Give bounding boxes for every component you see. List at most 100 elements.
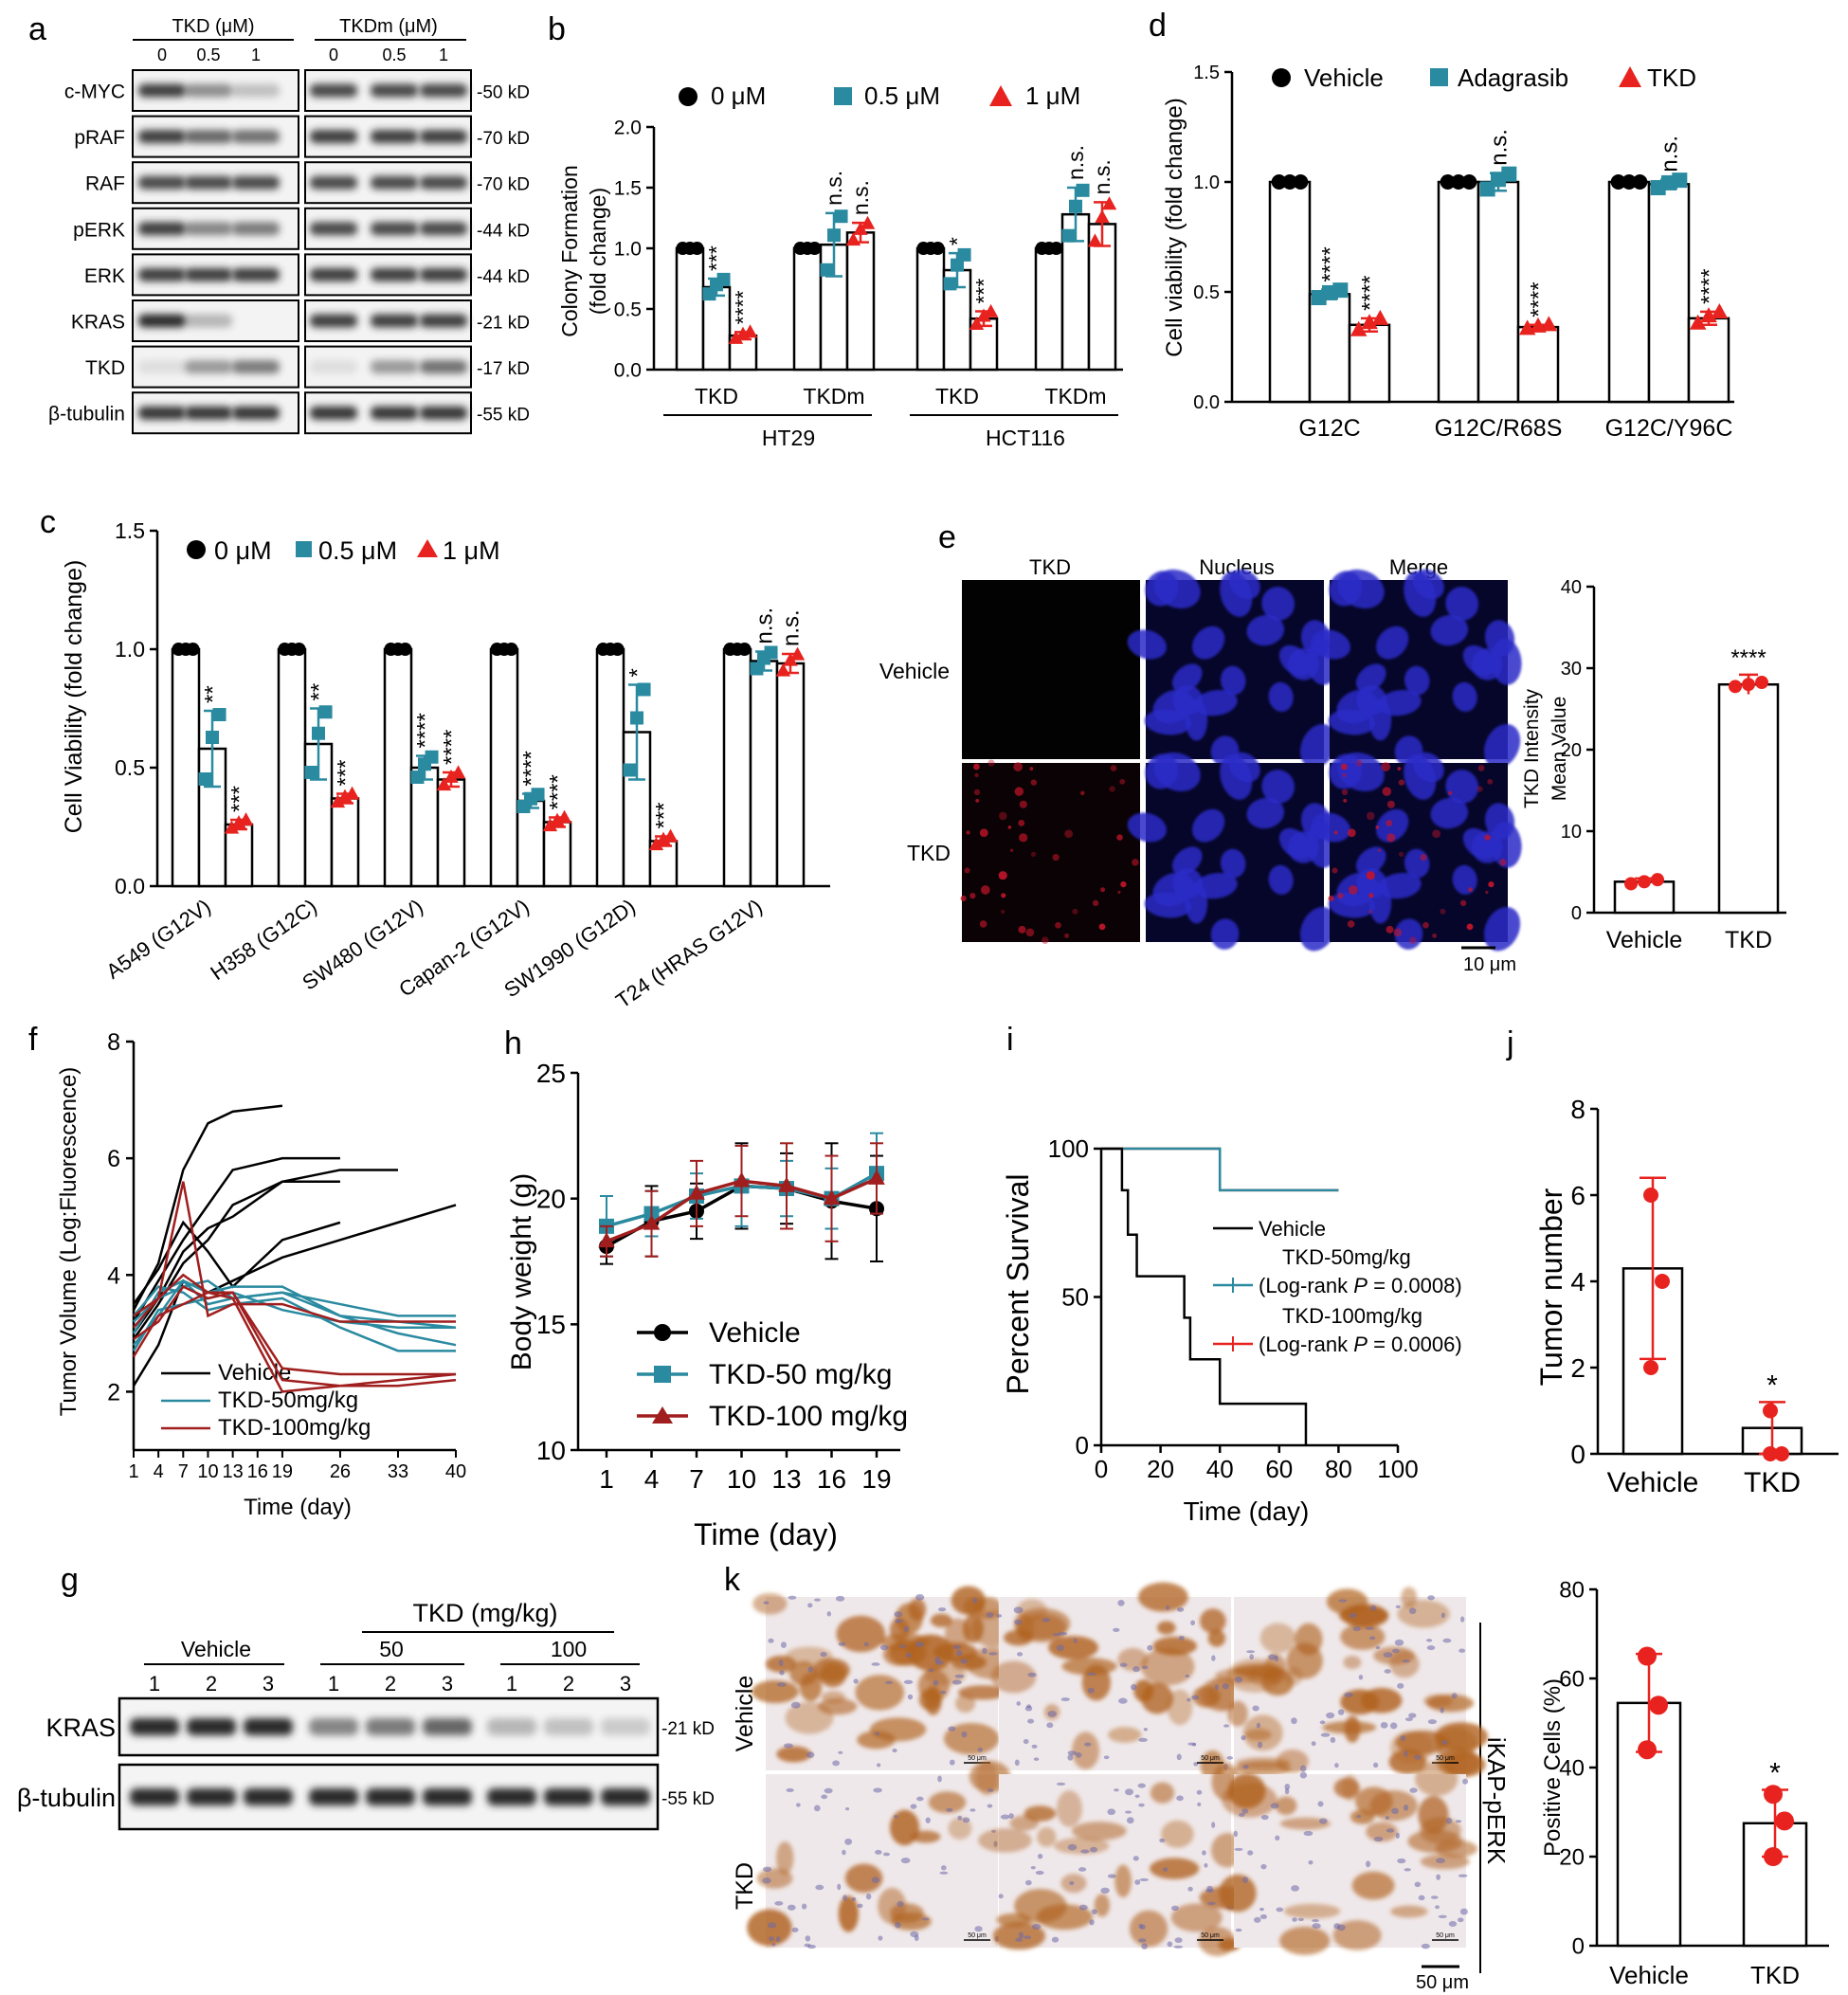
panel-label-f: f (28, 1022, 38, 1058)
chart-f-line-tkd100 (133, 1181, 456, 1329)
chart-b-point (943, 277, 957, 291)
chart-k-point (1638, 1740, 1657, 1760)
chart-c-bar (171, 647, 201, 888)
chart-b-point (983, 303, 999, 317)
chart-h-point (778, 1176, 795, 1192)
blot-a-band (420, 130, 467, 144)
chart-c-tick: 0.0 (115, 874, 145, 898)
chart-b-group-label: TKDm (1044, 384, 1106, 408)
chart-b-sig: n.s. (1063, 145, 1088, 180)
legend-h-vehicle: Vehicle (709, 1317, 801, 1349)
e-image-tile (1311, 569, 1522, 769)
chart-b-point (976, 308, 991, 322)
panel-a-western-blot: TKD (μM) TKDm (μM) 0 0.5 1 0 0.5 1 c-MYC… (48, 16, 530, 435)
chart-b-sig: *** (971, 279, 996, 304)
panel-f-tumor-volume: Tumor Volume (Log:Fluorescence) Time (da… (56, 1029, 466, 1520)
chart-f-xtick: 13 (222, 1461, 243, 1482)
chart-h-point (868, 1169, 885, 1185)
chart-f-line-tkd100 (132, 1291, 457, 1393)
legend-b-1: 1 μM (1025, 82, 1080, 110)
blot-a-band (310, 360, 357, 374)
panel-label-d: d (1149, 8, 1167, 44)
e-image-tile (1127, 752, 1338, 952)
panel-e-microscopy: TKD Nucleus Merge Vehicle TKD 10 μm TKD … (879, 555, 1786, 975)
chart-k-point (1764, 1847, 1783, 1866)
chart-d-point (1461, 174, 1477, 190)
ylabel-e-1: TKD Intensity (1521, 688, 1543, 808)
chart-d-point (1711, 302, 1729, 318)
blot-a-band (420, 222, 467, 236)
chart-b-bar (675, 246, 705, 372)
blot-a-band (138, 360, 186, 374)
chart-f-line-vehicle (132, 1204, 457, 1387)
xlabel-h: Time (day) (694, 1517, 838, 1551)
chart-b-point (742, 324, 758, 338)
chart-c-bar (722, 647, 752, 888)
chart-h-xtick: 4 (644, 1464, 660, 1494)
chart-c-point (775, 662, 791, 677)
chart-b-tick: 2.0 (614, 117, 642, 138)
xlabel-i: Time (day) (1184, 1496, 1310, 1526)
blot-g-lane: 3 (442, 1672, 453, 1696)
chart-i-tick: 100 (1048, 1134, 1089, 1163)
chart-b-point (969, 316, 985, 330)
chart-k-point (1764, 1785, 1783, 1805)
blot-a-kd: -50 kD (477, 83, 530, 103)
legend-i-tkd50-b1: (Log-rank (1259, 1274, 1353, 1297)
chart-f-xtick: 26 (330, 1461, 351, 1482)
chart-b-line-ht29: HT29 (762, 426, 815, 450)
blot-a-dose-0-m: 0 (329, 45, 338, 64)
legend-d-adagrasib: Adagrasib (1458, 63, 1568, 92)
chart-b-point (1095, 209, 1110, 224)
panel-label-e: e (938, 519, 956, 555)
blot-a-dose-1-m: 1 (439, 45, 448, 64)
chart-j-tick: 0 (1570, 1440, 1585, 1469)
blot-g-band (366, 1788, 415, 1805)
blot-a-row-label: β-tubulin (48, 404, 125, 426)
k-side-label: iKAP-pERK (1482, 1737, 1511, 1865)
chart-c-point (318, 705, 333, 719)
blot-a-kd: -55 kD (477, 406, 530, 426)
blot-g-lane: 2 (385, 1672, 396, 1696)
blot-a-band (371, 175, 418, 190)
chart-e-point (1624, 877, 1638, 891)
chart-b-point (1101, 196, 1117, 210)
blot-a-band (310, 314, 357, 328)
chart-b-bar (915, 246, 946, 372)
chart-i-xtick: 60 (1265, 1455, 1293, 1483)
chart-j-tick: 8 (1570, 1095, 1585, 1124)
legend-d-tkd: TKD (1647, 63, 1696, 92)
ylabel-h: Body weight (g) (506, 1173, 537, 1370)
panel-j-tumor-number: Tumor number 0 2 4 6 8 Vehicle * TKD (1534, 1095, 1839, 1498)
e-image-tile (1311, 752, 1522, 952)
chart-h-xtick: 1 (599, 1464, 614, 1494)
chart-h-xtick: 7 (689, 1464, 704, 1494)
chart-b-tick: 0.0 (614, 359, 642, 381)
blot-a-kd: -44 kD (477, 221, 530, 241)
chart-i-vehicle (1101, 1147, 1308, 1445)
blot-a-dose-05-m: 0.5 (382, 45, 406, 64)
k-ihc-tile: 50 μm (978, 1763, 1255, 1956)
panel-c-viability-chart: 0 μM 0.5 μM 1 μM Cell Viability (fold ch… (61, 518, 830, 1013)
k-tile-scale: 50 μm (968, 1755, 987, 1762)
chart-k-point (1649, 1696, 1668, 1715)
chart-j-point (1763, 1403, 1778, 1419)
blot-g-row-label: KRAS (45, 1714, 116, 1742)
chart-f-xtick: 4 (154, 1461, 164, 1482)
chart-c-point (312, 726, 325, 740)
chart-b-point (834, 209, 848, 224)
blot-a-band (371, 267, 418, 281)
chart-b-tick: 1.5 (614, 177, 642, 199)
k-tile-scale: 50 μm (968, 1932, 987, 1939)
chart-e-point (1651, 873, 1664, 887)
chart-i-tick: 0 (1076, 1431, 1089, 1460)
svg-text:(Log-rank P = 0.0008): (Log-rank P = 0.0008) (1259, 1274, 1462, 1297)
blot-a-band (420, 406, 467, 420)
blot-a-dose-0: 0 (157, 45, 167, 64)
chart-c-tick: 1.0 (115, 637, 145, 662)
blot-g-kd: -55 kD (661, 1789, 715, 1809)
chart-h-tick: 10 (536, 1436, 566, 1465)
chart-c-point (198, 772, 212, 786)
chart-d-bar (1268, 180, 1312, 404)
